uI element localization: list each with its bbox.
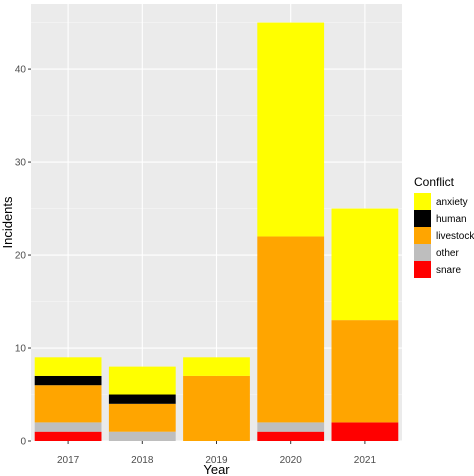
legend-label-human: human — [436, 214, 467, 225]
bar-segment-anxiety-2021 — [331, 208, 399, 321]
bar-segment-other-2018 — [108, 431, 176, 441]
bar-segment-livestock-2020 — [257, 236, 325, 423]
bar-segment-other-2017 — [34, 422, 102, 432]
y-tick-label: 40 — [15, 65, 27, 76]
x-axis-ticks: 2017 2018 2019 2020 2021 — [57, 441, 376, 466]
y-tick-label: 20 — [15, 251, 27, 262]
bar-segment-snare-2017 — [34, 431, 102, 441]
bars — [34, 22, 399, 441]
legend-title: Conflict — [414, 175, 455, 189]
bar-segment-livestock-2018 — [108, 403, 176, 432]
legend-label-anxiety: anxiety — [436, 197, 468, 208]
bar-segment-snare-2020 — [257, 431, 325, 441]
x-tick-label: 2017 — [57, 455, 80, 466]
legend-key-other — [414, 244, 431, 261]
bar-segment-human-2018 — [108, 394, 176, 404]
legend-label-snare: snare — [436, 265, 461, 276]
legend-label-livestock: livestock — [436, 231, 474, 242]
x-tick-label: 2018 — [131, 455, 154, 466]
bar-segment-anxiety-2018 — [108, 366, 176, 395]
y-axis-title: Incidents — [0, 196, 15, 249]
x-axis-title: Year — [203, 462, 230, 476]
legend-key-anxiety — [414, 193, 431, 210]
x-tick-label: 2021 — [354, 455, 377, 466]
bar-segment-anxiety-2019 — [183, 357, 250, 376]
bar-segment-snare-2021 — [331, 422, 399, 441]
bar-segment-livestock-2017 — [34, 385, 102, 423]
y-axis-ticks: 0 10 20 30 40 — [15, 65, 31, 448]
legend-label-other: other — [436, 248, 459, 259]
bar-segment-other-2020 — [257, 422, 325, 432]
x-tick-label: 2019 — [205, 455, 228, 466]
legend-key-human — [414, 210, 431, 227]
bar-segment-anxiety-2017 — [34, 357, 102, 376]
legend-key-livestock — [414, 227, 431, 244]
bar-segment-anxiety-2020 — [257, 22, 325, 237]
bar-segment-human-2017 — [34, 375, 102, 386]
y-tick-label: 10 — [15, 344, 27, 355]
y-tick-label: 30 — [15, 158, 27, 169]
x-tick-label: 2020 — [280, 455, 303, 466]
legend-key-snare — [414, 261, 431, 278]
legend: Conflict anxiety human livestock other snare — [414, 175, 474, 278]
y-tick-label: 0 — [20, 437, 26, 448]
bar-segment-livestock-2021 — [331, 320, 399, 423]
bar-segment-livestock-2019 — [183, 375, 250, 441]
